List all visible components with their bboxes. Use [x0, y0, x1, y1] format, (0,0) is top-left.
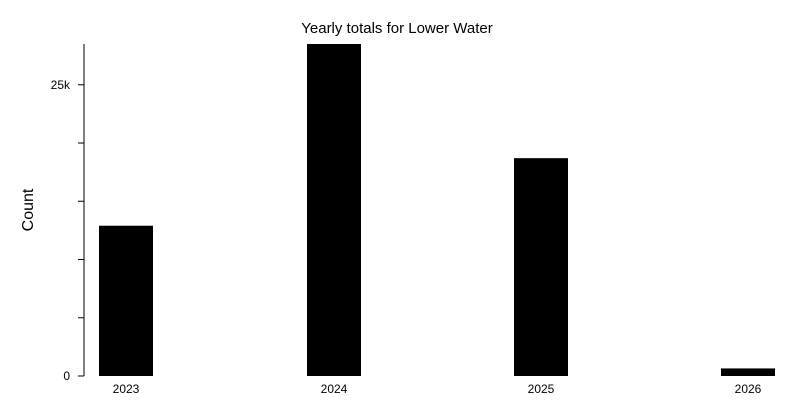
x-tick-label: 2024: [321, 382, 348, 396]
x-tick-label: 2023: [113, 382, 140, 396]
chart-title: Yearly totals for Lower Water: [301, 20, 492, 37]
y-tick-label: 0: [63, 369, 70, 383]
x-axis-tick-labels: 2023 2024 2025 2026: [113, 382, 762, 396]
bars: [99, 44, 775, 376]
y-axis-label: Count: [20, 188, 37, 231]
bar-2026: [721, 368, 775, 376]
bar-2023: [99, 225, 153, 376]
x-tick-label: 2025: [528, 382, 555, 396]
bar-2025: [514, 158, 568, 376]
y-axis-ticks: 0 25k: [51, 78, 84, 383]
x-tick-label: 2026: [735, 382, 762, 396]
y-tick-label: 25k: [51, 78, 71, 92]
bar-2024: [307, 44, 361, 376]
